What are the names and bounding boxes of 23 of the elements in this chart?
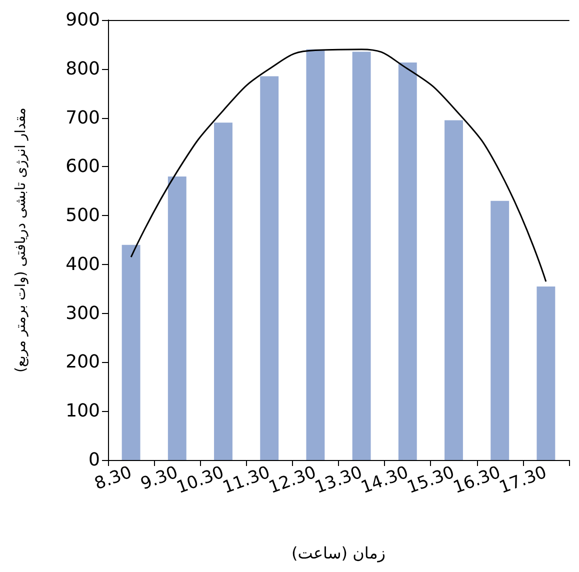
y-tick-label: 200 <box>66 352 100 373</box>
y-axis-title: مقدار انرژی تابشی دریافتی (وات برمتر مربع) <box>13 108 29 372</box>
y-tick-label: 0 <box>88 450 100 470</box>
y-tick-label: 700 <box>66 107 100 128</box>
y-tick-label: 500 <box>66 205 100 226</box>
y-tick-label: 400 <box>66 254 100 275</box>
y-tick-label: 100 <box>66 400 100 422</box>
y-tick-label: 600 <box>66 156 100 178</box>
x-axis-title: زمان (ساعت) <box>291 544 386 562</box>
bar <box>352 52 371 460</box>
bar <box>214 122 232 460</box>
bar <box>168 176 186 460</box>
bar <box>306 49 325 460</box>
line-series <box>130 48 547 282</box>
bar <box>490 200 510 460</box>
y-tick-label: 900 <box>66 10 100 30</box>
bar <box>398 62 417 460</box>
y-tick-label: 300 <box>66 302 100 324</box>
bar <box>122 244 140 460</box>
bar <box>444 120 463 460</box>
bar <box>536 286 556 460</box>
y-tick-label: 800 <box>66 58 100 80</box>
bar <box>260 76 279 460</box>
